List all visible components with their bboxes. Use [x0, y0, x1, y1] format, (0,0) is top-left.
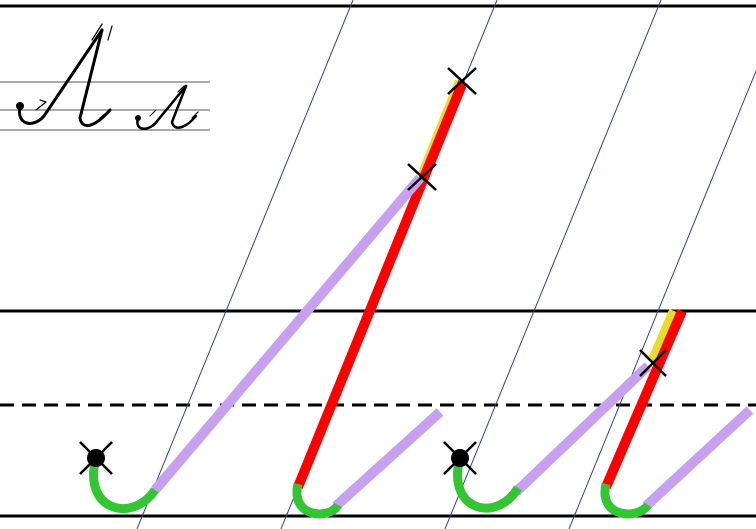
- slant-guides: [136, 0, 756, 529]
- exit-stroke: [642, 406, 754, 510]
- entry-hook-stroke: [89, 456, 159, 513]
- first-stroke-segment: [647, 309, 679, 364]
- cross-marker-icon: [639, 349, 667, 377]
- slant-guide: [568, 69, 756, 529]
- cursive-letter-sample-icon: [16, 23, 199, 130]
- capital-letter-construction: [79, 67, 477, 519]
- slant-guide: [136, 0, 354, 529]
- bottom-hook-stroke: [292, 482, 342, 519]
- slant-guide: [444, 0, 662, 529]
- exit-stroke: [332, 408, 444, 510]
- main-downstroke: [293, 80, 468, 489]
- bottom-hook-stroke: [600, 482, 652, 519]
- cross-marker-icon: [407, 163, 437, 191]
- reference-sample: [0, 23, 210, 131]
- small-letter-construction: [443, 309, 754, 519]
- connecting-upstroke: [512, 362, 652, 496]
- entry-hook-stroke: [453, 456, 522, 513]
- cross-marker-icon: [447, 67, 477, 95]
- cross-marker-icon: [79, 441, 113, 475]
- connecting-upstroke: [151, 174, 424, 494]
- main-downstroke: [601, 309, 687, 489]
- cross-marker-icon: [443, 441, 477, 475]
